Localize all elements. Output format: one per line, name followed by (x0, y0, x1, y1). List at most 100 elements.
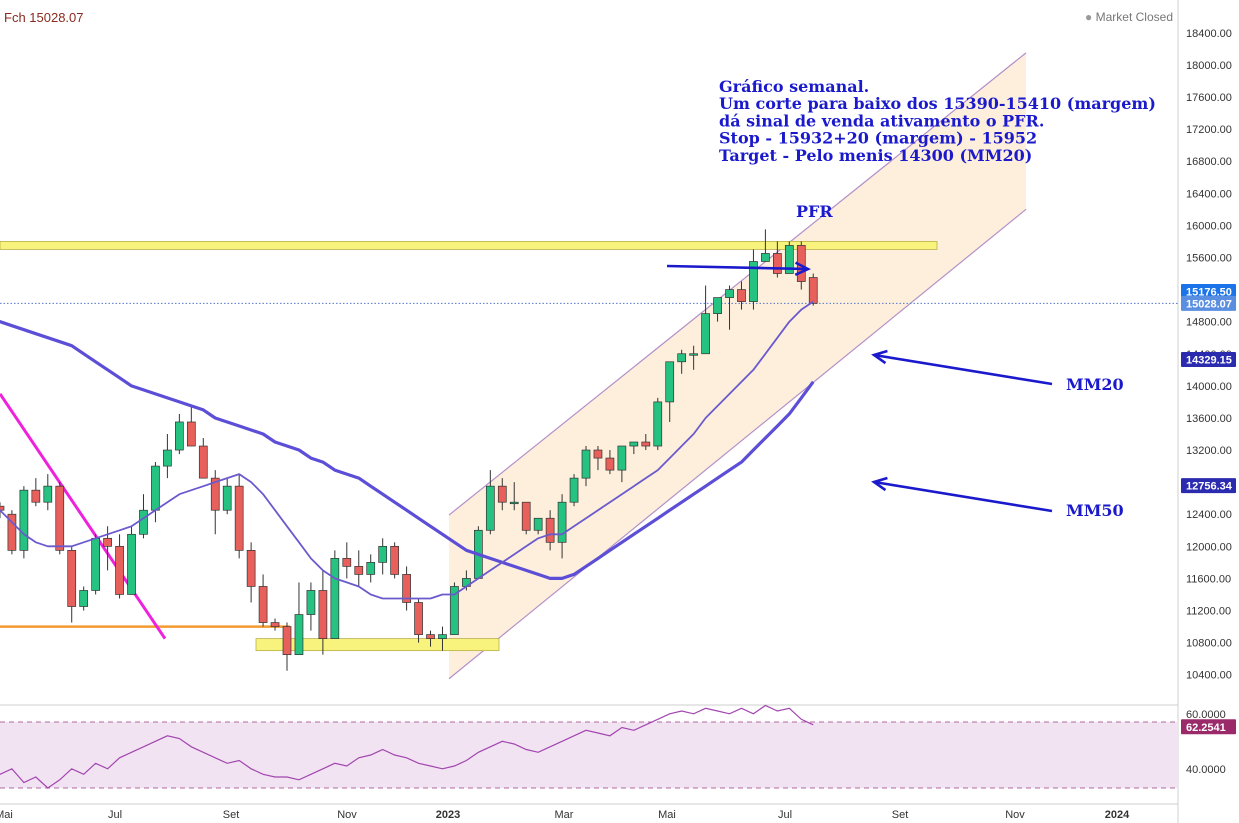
mm50-line[interactable] (0, 318, 815, 580)
candle[interactable] (198, 438, 208, 479)
pfr-arrow[interactable] (666, 261, 811, 277)
price-badge: 14329.15 (1181, 351, 1236, 367)
candle[interactable] (330, 550, 340, 639)
candle-body (545, 517, 555, 543)
candle[interactable] (545, 510, 555, 551)
candle[interactable] (414, 598, 423, 643)
uptrend-channel[interactable] (449, 52, 1026, 679)
candle[interactable] (210, 470, 220, 535)
candle[interactable] (653, 397, 663, 451)
candle[interactable] (55, 482, 65, 555)
candle-body (509, 501, 519, 505)
candle[interactable] (127, 526, 136, 595)
candle[interactable] (222, 478, 232, 515)
candle[interactable] (509, 482, 519, 511)
candle[interactable] (701, 285, 710, 355)
price-badge-bg (1181, 295, 1236, 311)
candle[interactable] (0, 502, 5, 519)
candle[interactable] (67, 546, 77, 623)
candle[interactable] (773, 241, 782, 278)
candle[interactable] (19, 486, 29, 559)
price-tick-label: 18400.00 (1186, 28, 1232, 40)
candle[interactable] (569, 474, 579, 507)
price-tick-label: 16800.00 (1186, 156, 1232, 168)
candle[interactable] (91, 534, 100, 595)
candle[interactable] (438, 626, 447, 651)
candle[interactable] (139, 494, 148, 539)
candle[interactable] (617, 445, 627, 483)
price-tick-label: 10800.00 (1186, 638, 1232, 650)
candle[interactable] (521, 501, 531, 535)
price-tick-label: 18000.00 (1186, 60, 1232, 72)
candle[interactable] (689, 345, 698, 370)
candle[interactable] (593, 446, 603, 471)
candle[interactable] (342, 542, 352, 579)
support-zone[interactable] (255, 638, 500, 652)
candle-body (139, 509, 148, 535)
candle[interactable] (665, 361, 675, 422)
candle[interactable] (43, 474, 53, 511)
candle[interactable] (605, 450, 615, 475)
arrow-head (871, 349, 888, 365)
candle[interactable] (677, 349, 687, 374)
candle[interactable] (641, 433, 651, 451)
candle[interactable] (402, 566, 411, 611)
channel-upper-line[interactable] (448, 52, 1027, 516)
candle[interactable] (390, 542, 399, 579)
candle-body (222, 485, 232, 511)
candle[interactable] (749, 249, 758, 310)
mm50-label: MM50 (1066, 501, 1124, 520)
candle-body (402, 574, 411, 603)
candle[interactable] (450, 582, 459, 635)
mm20-arrow[interactable] (871, 349, 1053, 386)
candle[interactable] (629, 441, 639, 455)
candle[interactable] (151, 462, 160, 523)
candle-body (808, 277, 818, 304)
candle[interactable] (115, 534, 124, 599)
candle[interactable] (485, 470, 495, 535)
candle[interactable] (246, 542, 256, 603)
channel-lower-line[interactable] (448, 208, 1027, 680)
candle[interactable] (533, 517, 543, 535)
candle[interactable] (354, 550, 364, 587)
candle-body (761, 253, 770, 262)
candle[interactable] (234, 474, 244, 559)
candle[interactable] (163, 433, 172, 479)
candle-body (581, 449, 591, 479)
candle[interactable] (808, 273, 818, 306)
candle[interactable] (725, 285, 734, 330)
candle[interactable] (282, 622, 292, 671)
candle[interactable] (557, 494, 567, 559)
candle[interactable] (426, 630, 435, 647)
candle-body (258, 586, 268, 623)
candle[interactable] (270, 618, 280, 631)
candle[interactable] (79, 586, 89, 611)
candle[interactable] (175, 413, 184, 455)
price-tick-label: 16000.00 (1186, 220, 1232, 232)
mm50-arrow[interactable] (871, 476, 1053, 513)
candle[interactable] (713, 297, 722, 322)
candle[interactable] (186, 405, 196, 447)
price-badge-label: 15176.50 (1186, 286, 1232, 298)
candle[interactable] (378, 538, 388, 575)
price-badge-bg (1181, 351, 1236, 367)
candle[interactable] (258, 574, 268, 627)
candle[interactable] (31, 478, 41, 507)
price-tick-label: 13200.00 (1186, 445, 1232, 457)
candle[interactable] (294, 582, 304, 656)
candle[interactable] (306, 582, 316, 631)
candle[interactable] (497, 478, 507, 511)
resistance-zone[interactable] (0, 241, 938, 250)
candle[interactable] (7, 510, 17, 555)
candle-body (653, 401, 663, 447)
candle[interactable] (761, 229, 770, 262)
candle-body (521, 501, 531, 531)
candle[interactable] (737, 281, 746, 310)
mm20-line[interactable] (0, 300, 814, 600)
downtrend-line[interactable] (0, 393, 167, 640)
candle[interactable] (581, 446, 591, 487)
candle[interactable] (318, 570, 328, 655)
rsi-line[interactable] (0, 704, 814, 789)
candle[interactable] (366, 554, 376, 583)
